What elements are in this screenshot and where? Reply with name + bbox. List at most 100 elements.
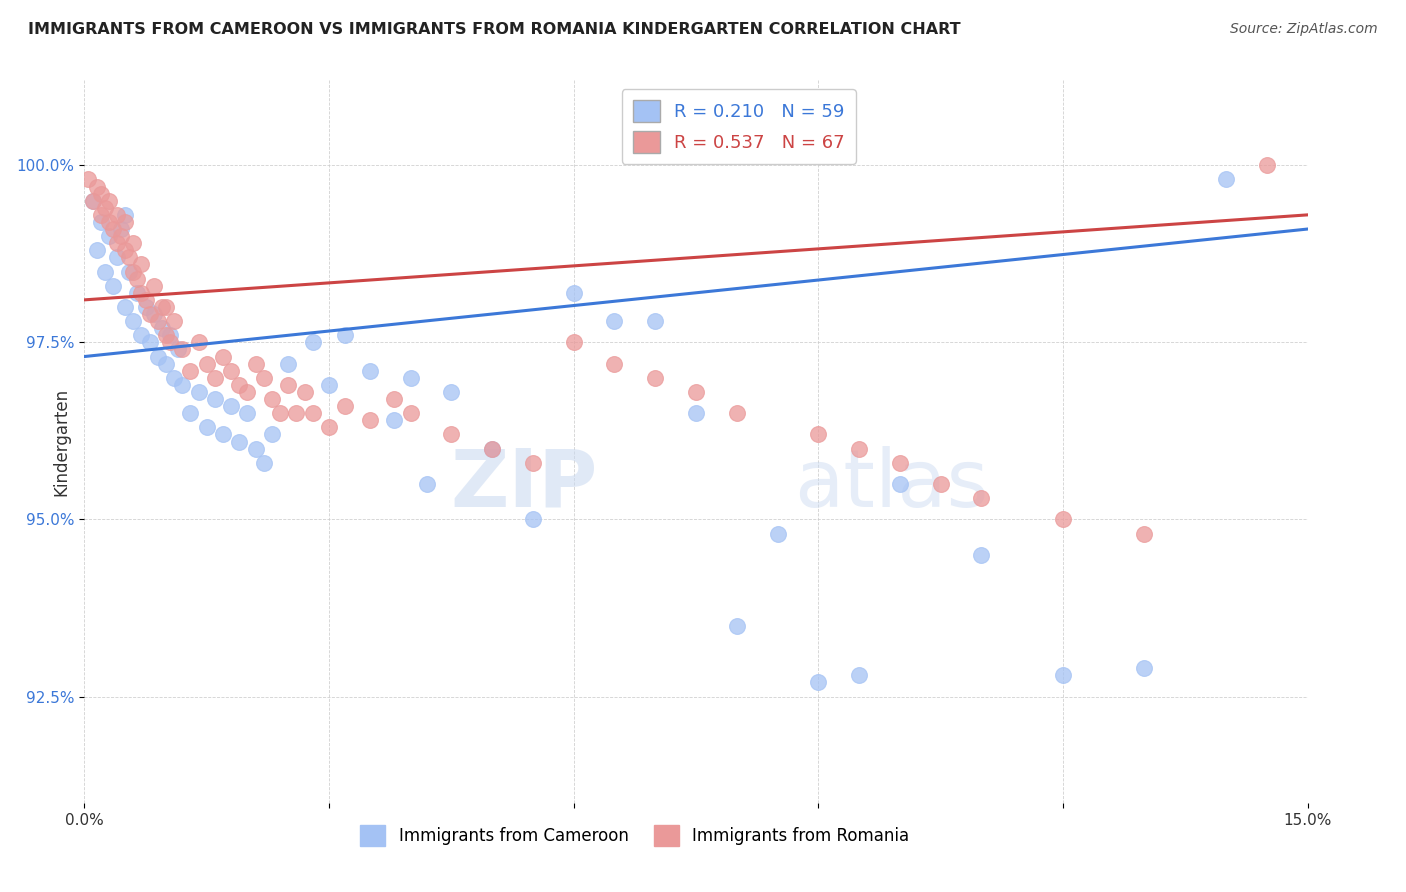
Point xyxy=(301,335,323,350)
Point xyxy=(970,548,993,562)
Point xyxy=(807,675,830,690)
Point xyxy=(522,512,544,526)
Point xyxy=(253,371,276,385)
Point xyxy=(97,229,120,244)
Point xyxy=(187,335,209,350)
Point xyxy=(318,420,340,434)
Point xyxy=(118,251,141,265)
Point xyxy=(195,357,218,371)
Point xyxy=(86,179,108,194)
Point xyxy=(204,392,226,406)
Point xyxy=(685,384,707,399)
Point xyxy=(399,371,422,385)
Legend: Immigrants from Cameroon, Immigrants from Romania: Immigrants from Cameroon, Immigrants fro… xyxy=(354,819,915,852)
Point xyxy=(122,236,145,251)
Point xyxy=(889,456,911,470)
Point xyxy=(294,384,316,399)
Point xyxy=(150,321,173,335)
Point xyxy=(172,377,194,392)
Point xyxy=(114,244,136,258)
Point xyxy=(228,434,250,449)
Point xyxy=(97,194,120,208)
Point xyxy=(269,406,291,420)
Point xyxy=(399,406,422,420)
Point xyxy=(848,668,870,682)
Point xyxy=(86,244,108,258)
Point xyxy=(114,300,136,314)
Point xyxy=(159,335,181,350)
Point xyxy=(382,413,405,427)
Point xyxy=(97,215,120,229)
Point xyxy=(131,328,153,343)
Text: Source: ZipAtlas.com: Source: ZipAtlas.com xyxy=(1230,22,1378,37)
Point xyxy=(236,384,259,399)
Point xyxy=(522,456,544,470)
Point xyxy=(150,300,173,314)
Point xyxy=(1052,512,1074,526)
Point xyxy=(335,328,357,343)
Point xyxy=(93,201,115,215)
Point xyxy=(118,264,141,278)
Text: atlas: atlas xyxy=(794,446,988,524)
Point xyxy=(318,377,340,392)
Point xyxy=(1215,172,1237,186)
Point xyxy=(1133,526,1156,541)
Point xyxy=(122,314,145,328)
Point xyxy=(228,377,250,392)
Point xyxy=(101,278,124,293)
Point xyxy=(277,357,299,371)
Point xyxy=(82,194,104,208)
Point xyxy=(110,222,132,236)
Point xyxy=(382,392,405,406)
Point xyxy=(82,194,104,208)
Point xyxy=(122,264,145,278)
Point xyxy=(101,222,124,236)
Point xyxy=(212,427,235,442)
Text: ZIP: ZIP xyxy=(451,446,598,524)
Point xyxy=(725,618,748,632)
Point xyxy=(335,399,357,413)
Point xyxy=(155,328,177,343)
Point xyxy=(644,371,666,385)
Point xyxy=(603,357,626,371)
Point xyxy=(253,456,276,470)
Point xyxy=(603,314,626,328)
Point xyxy=(159,328,181,343)
Point xyxy=(807,427,830,442)
Point xyxy=(90,186,112,201)
Point xyxy=(929,477,952,491)
Point xyxy=(195,420,218,434)
Point xyxy=(77,172,100,186)
Point xyxy=(135,293,157,307)
Point xyxy=(212,350,235,364)
Point xyxy=(685,406,707,420)
Point xyxy=(155,300,177,314)
Point xyxy=(146,350,169,364)
Point xyxy=(260,392,283,406)
Point xyxy=(142,307,165,321)
Point xyxy=(155,357,177,371)
Point xyxy=(301,406,323,420)
Point xyxy=(359,413,381,427)
Y-axis label: Kindergarten: Kindergarten xyxy=(52,387,70,496)
Point xyxy=(167,343,190,357)
Point xyxy=(110,229,132,244)
Point xyxy=(562,285,585,300)
Point xyxy=(172,343,194,357)
Point xyxy=(138,335,160,350)
Point xyxy=(644,314,666,328)
Point xyxy=(277,377,299,392)
Point xyxy=(127,285,149,300)
Point xyxy=(90,215,112,229)
Point xyxy=(236,406,259,420)
Point xyxy=(889,477,911,491)
Point xyxy=(105,208,128,222)
Point xyxy=(440,427,463,442)
Point xyxy=(245,357,267,371)
Point xyxy=(260,427,283,442)
Point xyxy=(146,314,169,328)
Point xyxy=(1133,661,1156,675)
Point xyxy=(970,491,993,506)
Point xyxy=(163,371,186,385)
Point xyxy=(848,442,870,456)
